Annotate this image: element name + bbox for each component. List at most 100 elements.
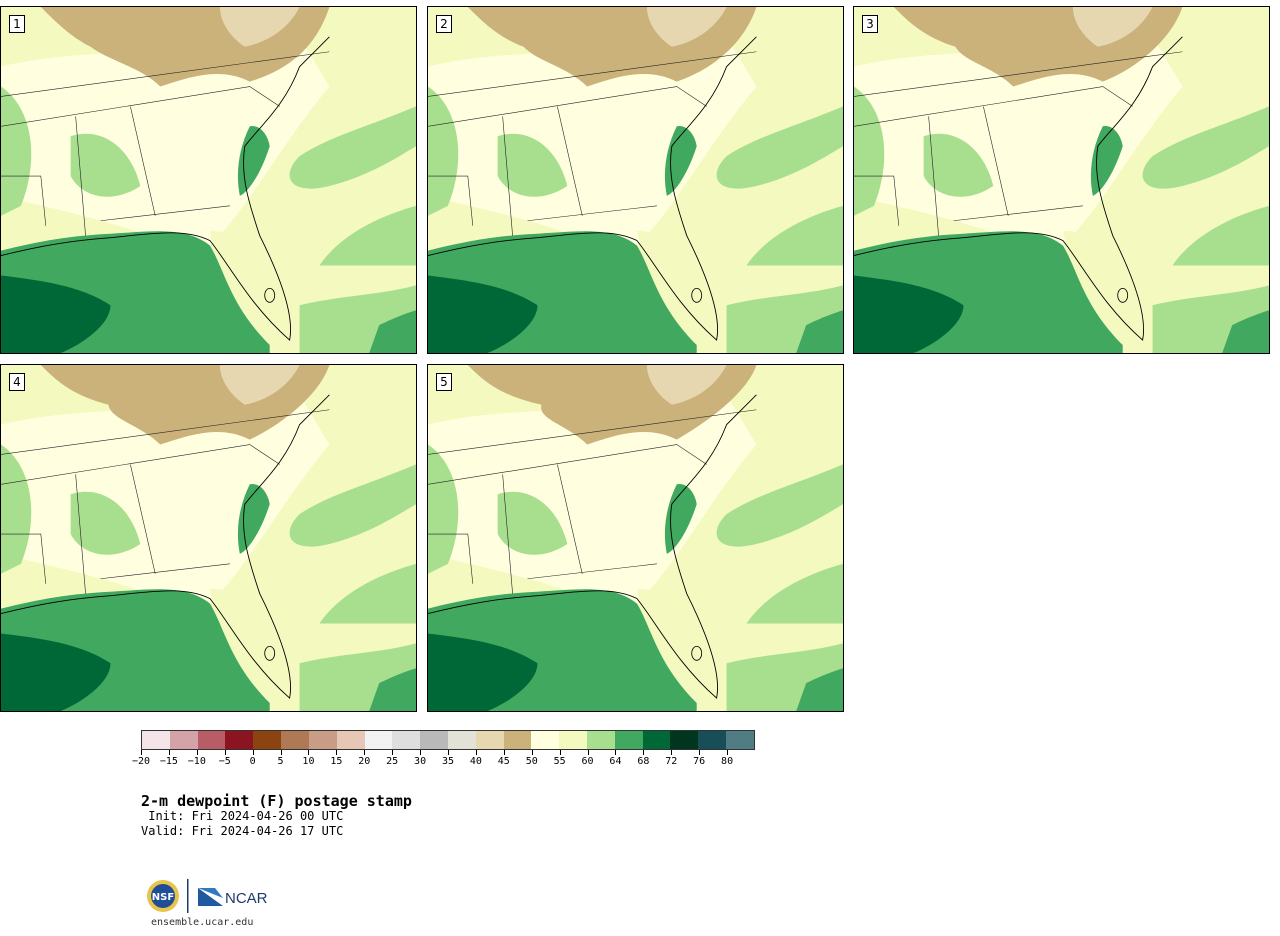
colorbar-tick (699, 750, 701, 755)
colorbar-tick-label: 5 (277, 756, 284, 767)
border-line (557, 106, 583, 216)
moist-band (497, 491, 568, 555)
border-line (502, 116, 513, 236)
moist-band (923, 133, 994, 197)
colorbar-tick-label: 10 (302, 756, 315, 767)
colorbar-swatch (364, 731, 393, 749)
colorbar-tick (364, 750, 366, 755)
very-dry-region (219, 7, 300, 47)
colorbar-tick-label: 80 (721, 756, 734, 767)
dewpoint-map (1, 7, 416, 353)
colorbar-tick-label: −5 (218, 756, 231, 767)
colorbar-tick (727, 750, 729, 755)
colorbar-tick (280, 750, 282, 755)
colorbar-tick (615, 750, 617, 755)
colorbar-tick (587, 750, 589, 755)
atlantic-moist (369, 310, 416, 353)
atlantic-moist (796, 310, 843, 353)
florida (636, 588, 722, 699)
moist-band (1172, 205, 1269, 266)
border-line (854, 51, 1183, 97)
colorbar-swatch (281, 731, 309, 749)
init-time: Init: Fri 2024-04-26 00 UTC (141, 809, 344, 823)
colorbar-tick-label: 35 (441, 756, 455, 767)
colorbar-tick-label: 50 (525, 756, 538, 767)
state-borders (854, 51, 1183, 236)
coastline (428, 36, 757, 341)
colorbar-tick-label: 68 (637, 756, 650, 767)
colorbar-swatch (614, 731, 643, 749)
coastline (1, 394, 330, 699)
colorbar-tick (252, 750, 254, 755)
moist-band (428, 86, 459, 216)
colorbar-swatch (642, 731, 671, 749)
colorbar-tick-label: 76 (693, 756, 706, 767)
panel-label: 1 (9, 15, 25, 33)
colorbar-swatch (670, 731, 699, 749)
site-url[interactable]: ensemble.ucar.edu (151, 917, 254, 928)
dewpoint-map (428, 365, 843, 711)
florida (1062, 230, 1148, 341)
map-panel-3: 3 (853, 6, 1270, 354)
moist-band (716, 464, 843, 547)
map-panel-4: 4 (0, 364, 417, 712)
panel-label: 5 (436, 373, 452, 391)
atlantic-moist (369, 668, 416, 711)
colorbar-tick-label: −20 (131, 756, 151, 767)
coastal-moist (1090, 126, 1123, 196)
very-dry-region (219, 365, 300, 405)
colorbar-tick (168, 750, 170, 755)
map-panel-1: 1 (0, 6, 417, 354)
colorbar-tick (420, 750, 422, 755)
border-line (502, 474, 513, 594)
logos: NSF NCAR (145, 876, 285, 916)
colorbar-tick (224, 750, 226, 755)
florida (209, 230, 295, 341)
very-dry-region (1072, 7, 1153, 47)
colorbar-tick (308, 750, 310, 755)
colorbar-swatch (253, 731, 282, 749)
border-line (428, 175, 474, 226)
colorbar-tick (392, 750, 394, 755)
coastal-moist (664, 126, 697, 196)
coastline (1, 36, 330, 341)
colorbar-swatch (503, 731, 532, 749)
colorbar-swatch (726, 731, 754, 749)
deep-moist (428, 633, 538, 711)
very-dry-region (646, 7, 727, 47)
border-line (130, 106, 156, 216)
colorbar-tick (141, 750, 142, 755)
very-dry-region (646, 365, 727, 405)
colorbar-tick-label: 55 (553, 756, 566, 767)
colorbar-tick-label: 0 (249, 756, 256, 767)
coastal-moist (237, 126, 270, 196)
state-borders (428, 409, 757, 594)
colorbar-tick-label: −10 (187, 756, 206, 767)
lake-okeechobee (691, 287, 703, 303)
colorbar-tick-label: 30 (414, 756, 427, 767)
panel-label: 3 (862, 15, 878, 33)
lake-okeechobee (264, 287, 276, 303)
colorbar-tick (671, 750, 673, 755)
florida (209, 588, 295, 699)
moist-band (289, 106, 416, 189)
border-line (1, 409, 330, 455)
moist-band (854, 86, 885, 216)
colorbar-swatch (475, 731, 504, 749)
colorbar-tick (559, 750, 561, 755)
colorbar-swatch (169, 731, 198, 749)
state-borders (1, 409, 330, 594)
colorbar-swatch (225, 731, 254, 749)
colorbar-tick-label: −15 (159, 756, 178, 767)
colorbar-swatch (559, 731, 587, 749)
colorbar-swatch (698, 731, 727, 749)
ncar-logo-text: NCAR (225, 890, 268, 907)
colorbar-tick-label: 64 (609, 756, 622, 767)
colorbar-tick (448, 750, 449, 755)
border-line (557, 464, 583, 574)
border-line (100, 205, 230, 222)
moist-band (716, 106, 843, 189)
state-borders (1, 51, 330, 236)
colorbar-swatch (447, 731, 476, 749)
colorbar-tick (643, 750, 645, 755)
